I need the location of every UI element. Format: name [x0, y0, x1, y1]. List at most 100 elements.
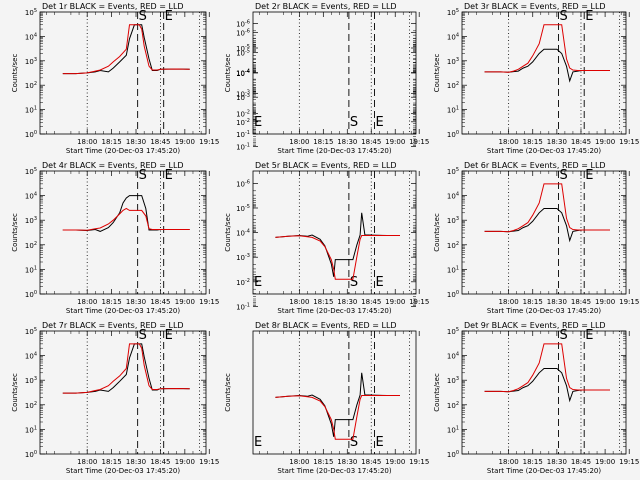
panel-title: Det 5r BLACK = Events, RED = LLD: [255, 161, 397, 170]
x-axis-label: Start Time (20-Dec-03 17:45:20): [487, 467, 601, 475]
y-tick-label: 10-6: [236, 179, 250, 188]
end-marker-label: E: [375, 275, 383, 290]
x-tick-label: 18:45: [571, 138, 591, 146]
x-tick-label: 18:45: [150, 138, 170, 146]
x-tick-label: 18:30: [337, 138, 357, 146]
start-marker-label: S: [350, 115, 358, 130]
plot-frame: [461, 330, 627, 455]
x-tick-label: 18:15: [102, 298, 122, 306]
end-marker-label: E: [375, 115, 383, 130]
x-axis-label: Start Time (20-Dec-03 17:45:20): [487, 147, 601, 155]
panel-det-9: Det 9r BLACK = Events, RED = LLD 100 101 10…: [433, 321, 639, 475]
start-marker-label: S: [559, 328, 567, 343]
start-marker-label: S: [139, 9, 147, 24]
x-axis-label: Start Time (20-Dec-03 17:45:20): [277, 147, 391, 155]
x-tick-label: 18:30: [337, 298, 357, 306]
y-tick-label: 104: [25, 32, 37, 41]
y-tick-label: 100: [447, 130, 459, 139]
y-tick-label: 102: [25, 241, 37, 250]
y-tick-label: 10-5: [236, 204, 250, 213]
y-tick-label: 100: [25, 450, 37, 459]
x-tick-label: 18:30: [126, 138, 146, 146]
x-tick-label: 19:00: [175, 138, 195, 146]
y-tick-label: 103: [25, 57, 37, 66]
x-axis-label: Start Time (20-Dec-03 17:45:20): [66, 307, 180, 315]
series-lld: [62, 24, 190, 75]
x-tick-label: 19:00: [175, 458, 195, 466]
plot-frame: [39, 170, 207, 295]
series-lld: [275, 395, 400, 440]
y-tick-label: 102: [25, 401, 37, 410]
series-lld: [484, 343, 610, 393]
x-tick-label: 18:30: [547, 458, 567, 466]
y-tick-label: 105: [25, 167, 37, 176]
y-tick-label: 10-2: [236, 118, 250, 127]
plot-frame: [461, 11, 627, 135]
x-tick-label: 18:15: [523, 298, 543, 306]
plot-frame: [461, 170, 627, 295]
series-lld: [62, 207, 190, 231]
x-tick-label: 18:30: [126, 458, 146, 466]
panel-title: Det 6r BLACK = Events, RED = LLD: [464, 161, 606, 170]
x-tick-label: 19:00: [595, 138, 615, 146]
y-tick-label: 103: [447, 216, 459, 225]
panel-det-6: Det 6r BLACK = Events, RED = LLD 100 101 10…: [433, 161, 639, 315]
x-tick-label: 19:00: [385, 458, 405, 466]
series-lld: [484, 24, 610, 73]
y-tick-label: 102: [447, 81, 459, 90]
y-tick-label: 10-1: [236, 142, 250, 151]
panel-title: Det 9r BLACK = Events, RED = LLD: [464, 321, 606, 330]
panel-det-1: Det 1r BLACK = Events, RED = LLD 100 101 10…: [11, 2, 219, 155]
panel-det-4: Det 4r BLACK = Events, RED = LLD 100 101 10…: [11, 161, 219, 315]
x-tick-label: 19:15: [619, 458, 639, 466]
y-tick-label: 105: [25, 327, 37, 336]
x-tick-label: 18:45: [361, 138, 381, 146]
series-events: [484, 368, 610, 403]
y-tick-label: 104: [447, 352, 459, 361]
series-lld: [484, 183, 610, 233]
y-tick-label: 105: [25, 8, 37, 17]
x-tick-label: 18:00: [77, 458, 97, 466]
panel-title: Det 1r BLACK = Events, RED = LLD: [42, 2, 184, 11]
panel-det-5: Det 5r BLACK = Events, RED = LLD 10-1 10-2…: [224, 19, 429, 315]
x-tick-label: 19:00: [385, 298, 405, 306]
panel-title: Det 7r BLACK = Events, RED = LLD: [42, 321, 184, 330]
y-tick-label: 10-3: [236, 89, 250, 98]
end-marker-label: E: [375, 435, 383, 450]
start-marker-label: S: [350, 275, 358, 290]
end-marker-label-edge: E: [254, 435, 262, 450]
plot-frame: [252, 330, 417, 455]
y-tick-label: 10-2: [236, 110, 250, 119]
x-tick-label: 18:00: [499, 458, 519, 466]
x-tick-label: 19:00: [385, 138, 405, 146]
y-tick-label: 101: [447, 265, 459, 274]
x-tick-label: 18:00: [289, 298, 309, 306]
series-events: [275, 212, 400, 277]
panel-det-3: Det 3r BLACK = Events, RED = LLD 100 101 10…: [433, 2, 639, 155]
y-tick-label: 103: [25, 376, 37, 385]
x-tick-label: 19:15: [199, 298, 219, 306]
plot-frame: [252, 11, 417, 135]
y-tick-label: 10-6: [236, 19, 250, 28]
x-tick-label: 18:45: [150, 298, 170, 306]
series-lld: [62, 343, 190, 394]
x-tick-label: 19:15: [409, 298, 429, 306]
x-tick-label: 18:15: [313, 458, 333, 466]
x-tick-label: 18:00: [289, 138, 309, 146]
series-lld: [275, 235, 400, 280]
x-tick-label: 19:00: [595, 458, 615, 466]
x-tick-label: 18:15: [313, 298, 333, 306]
x-tick-label: 19:15: [409, 458, 429, 466]
series-events: [275, 372, 400, 437]
x-tick-label: 18:30: [126, 298, 146, 306]
x-tick-label: 19:00: [175, 298, 195, 306]
start-marker-label: S: [350, 435, 358, 450]
y-tick-label: 10-4: [236, 69, 250, 78]
x-tick-label: 18:00: [289, 458, 309, 466]
x-tick-label: 18:00: [499, 298, 519, 306]
y-tick-label: 10-4: [236, 69, 250, 78]
end-marker-label: E: [585, 9, 593, 24]
y-tick-label: 101: [25, 425, 37, 434]
x-tick-label: 18:15: [313, 138, 333, 146]
x-tick-label: 18:30: [547, 298, 567, 306]
